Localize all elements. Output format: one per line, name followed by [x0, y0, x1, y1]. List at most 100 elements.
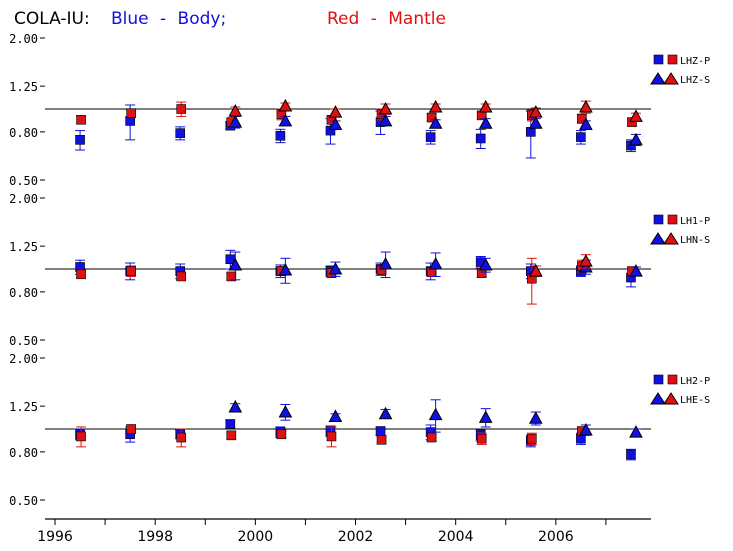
- legend-square-red: [667, 214, 678, 225]
- data-point-square: [226, 430, 237, 441]
- data-point-triangle: [328, 261, 343, 275]
- legend-triangle-red: [663, 72, 679, 85]
- y-tick-label: 1.25: [9, 240, 38, 254]
- data-point-square: [276, 429, 287, 440]
- y-tick-label: 1.25: [9, 400, 38, 414]
- data-point-triangle: [328, 117, 343, 130]
- data-point-triangle: [428, 256, 443, 270]
- data-point-triangle: [629, 425, 643, 438]
- data-point-triangle: [428, 99, 443, 113]
- data-point-triangle: [278, 262, 293, 276]
- legend-triangle-red: [663, 392, 679, 405]
- data-point-triangle: [579, 422, 593, 436]
- data-point-square: [376, 434, 387, 445]
- y-tick-label: 2.00: [9, 352, 38, 366]
- y-tick-label: 0.80: [9, 286, 38, 300]
- y-tick-label: 0.50: [9, 494, 38, 508]
- y-tick-label: 0.80: [9, 126, 38, 140]
- data-point-square: [126, 108, 136, 118]
- legend-triangle-blue: [650, 232, 666, 245]
- data-point-square: [176, 104, 187, 114]
- data-point-triangle: [328, 105, 343, 118]
- data-point-triangle: [629, 264, 643, 277]
- data-point-triangle: [528, 105, 543, 118]
- data-point-triangle: [629, 132, 643, 146]
- data-point-square: [326, 431, 337, 442]
- y-tick-label: 2.00: [9, 32, 38, 46]
- data-point-square: [126, 266, 136, 276]
- data-point-triangle: [228, 257, 243, 271]
- panel-3: 2.00 1.25 0.80 0.50 LH2-P LHE-S: [9, 352, 710, 508]
- legend-square-blue: [653, 54, 664, 65]
- data-point-square: [176, 432, 187, 443]
- data-point-square: [626, 449, 636, 460]
- title-prefix: COLA-IU:: [14, 9, 90, 29]
- data-point-triangle: [629, 109, 643, 122]
- data-point-triangle: [378, 406, 393, 420]
- data-point-square: [75, 135, 85, 145]
- data-point-square: [475, 133, 486, 144]
- y-tick-label: 2.00: [9, 192, 38, 206]
- data-point-square: [275, 130, 286, 141]
- legend-label: LH2-P: [680, 376, 710, 387]
- legend-label: LHN-S: [680, 235, 710, 246]
- x-tick-label: 2000: [238, 529, 274, 545]
- data-point-square: [76, 431, 86, 442]
- data-point-square: [126, 424, 136, 434]
- data-point-square: [527, 433, 537, 444]
- legend-square-blue: [653, 214, 664, 225]
- data-point-triangle: [228, 104, 243, 117]
- data-point-triangle: [478, 410, 493, 423]
- x-tick-label: 2006: [538, 529, 574, 545]
- legend-label: LH1-P: [680, 216, 710, 227]
- chart-panels: 2.00 1.25 0.80 0.50 LHZ-P LHZ-S 2.00 1.25 0.80 0.…: [9, 32, 710, 545]
- y-tick-label: 0.80: [9, 446, 38, 460]
- panel-2: 2.00 1.25 0.80 0.50 LH1-P LHN-S: [9, 192, 710, 348]
- y-tick-label: 0.50: [9, 174, 38, 188]
- data-point-triangle: [428, 407, 443, 421]
- data-point-triangle: [228, 399, 243, 413]
- data-point-square: [176, 271, 187, 282]
- data-point-triangle: [528, 116, 543, 129]
- legend-square-red: [667, 54, 678, 65]
- x-tick-label: 1996: [37, 529, 73, 545]
- data-point-triangle: [378, 256, 393, 270]
- data-point-triangle: [378, 101, 393, 115]
- data-point-square: [476, 433, 487, 444]
- data-point-square: [76, 269, 86, 280]
- data-point-triangle: [428, 116, 443, 129]
- data-point-triangle: [579, 117, 593, 130]
- x-tick-label: 2004: [438, 529, 474, 545]
- legend-triangle-blue: [650, 392, 666, 405]
- data-point-square: [325, 125, 336, 136]
- data-point-triangle: [528, 411, 543, 424]
- data-point-triangle: [478, 257, 493, 271]
- legend-label: LHE-S: [680, 395, 710, 406]
- data-point-square: [426, 432, 437, 443]
- data-point-square: [225, 419, 236, 429]
- data-point-triangle: [378, 113, 393, 127]
- data-point-square: [175, 128, 186, 138]
- legend-label: LHZ-S: [680, 75, 710, 86]
- legend-square-red: [667, 374, 678, 385]
- data-point-triangle: [478, 99, 493, 113]
- y-tick-label: 0.50: [9, 334, 38, 348]
- legend-triangle-blue: [650, 72, 666, 85]
- legend-label: LHZ-P: [680, 56, 710, 67]
- title-red-part: Red - Mantle: [327, 9, 446, 29]
- legend-square-blue: [653, 374, 664, 385]
- data-point-triangle: [328, 409, 343, 422]
- data-point-square: [576, 132, 586, 142]
- data-point-square: [76, 114, 86, 125]
- data-point-square: [375, 426, 386, 436]
- x-tick-label: 1998: [137, 529, 173, 545]
- legend-triangle-red: [663, 232, 679, 245]
- data-point-triangle: [228, 115, 243, 128]
- panel-1: 2.00 1.25 0.80 0.50 LHZ-P LHZ-S: [9, 32, 710, 188]
- data-point-triangle: [278, 405, 293, 418]
- data-point-triangle: [278, 98, 293, 112]
- data-point-triangle: [278, 113, 293, 127]
- data-point-square: [425, 132, 436, 142]
- x-axis: 1996 1998 2000 2002 2004 2006: [37, 518, 651, 545]
